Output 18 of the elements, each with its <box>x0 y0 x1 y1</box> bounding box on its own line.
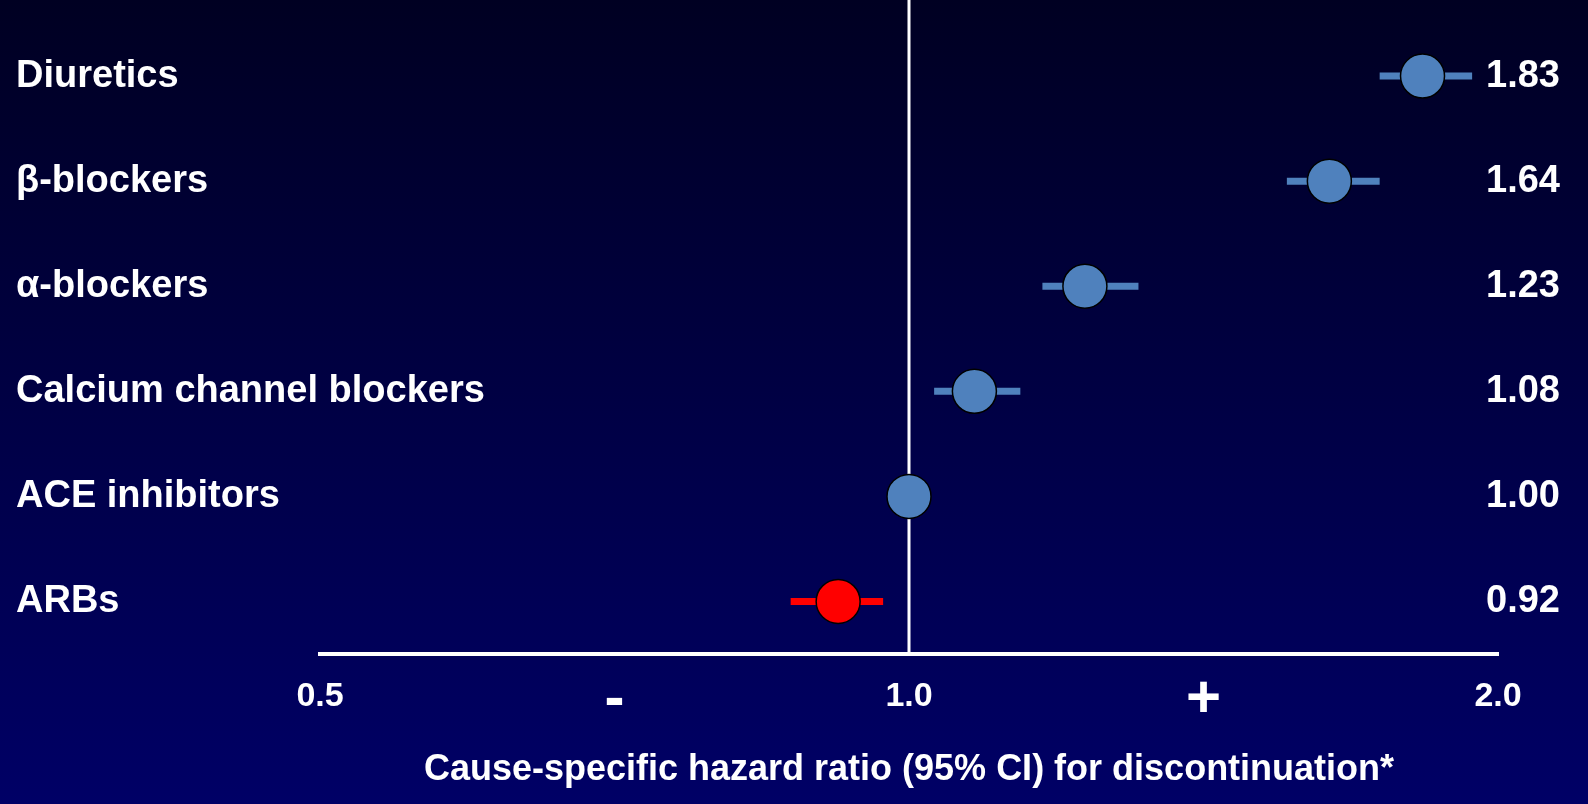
data-label: 1.23 <box>1486 262 1560 305</box>
y-tick-label: ACE inhibitors <box>16 472 280 515</box>
data-label: 1.83 <box>1486 52 1560 95</box>
y-tick-label: Diuretics <box>16 52 179 95</box>
data-label: 0.92 <box>1486 577 1560 620</box>
x-tick-label: 1.0 <box>885 674 933 713</box>
x-tick-label: 2.0 <box>1474 674 1522 713</box>
x-axis-title: Cause-specific hazard ratio (95% CI) for discontinuation* <box>423 747 1395 789</box>
data-label: 1.64 <box>1486 157 1560 200</box>
y-tick-label: Calcium channel blockers <box>16 367 485 410</box>
x-tick-label: 0.5 <box>296 674 344 713</box>
y-tick-label: β-blockers <box>16 157 209 200</box>
data-label: 1.08 <box>1486 367 1560 410</box>
data-label: 1.00 <box>1486 472 1560 515</box>
text: + <box>1185 662 1222 730</box>
y-tick-label: α-blockers <box>16 262 209 305</box>
text: - <box>604 662 625 730</box>
y-tick-label: ARBs <box>16 577 120 620</box>
